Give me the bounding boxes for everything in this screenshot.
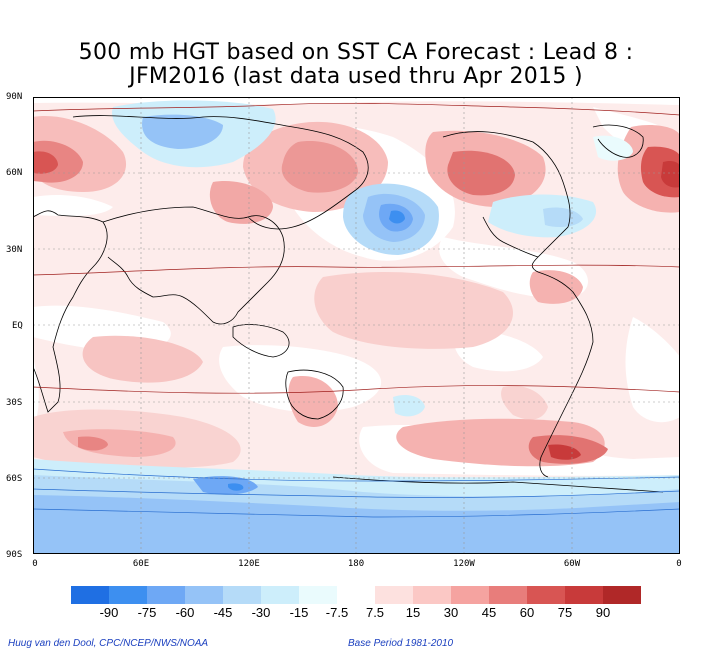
colorbar-swatch bbox=[375, 586, 414, 604]
coastlines bbox=[33, 115, 664, 493]
colorbar-label: 90 bbox=[595, 605, 611, 620]
lat-label-60s: 60S bbox=[6, 474, 23, 484]
colorbar-swatch bbox=[337, 586, 376, 604]
lat-label-90s: 90S bbox=[6, 550, 23, 560]
colorbar-label: 7.5 bbox=[365, 605, 385, 620]
lon-label-180: 180 bbox=[347, 559, 365, 569]
lon-label-60w: 60W bbox=[563, 559, 581, 569]
colorbar-label: -30 bbox=[251, 605, 271, 620]
lat-label-60n: 60N bbox=[6, 168, 23, 178]
colorbar-label: -45 bbox=[213, 605, 233, 620]
colorbar-label: -75 bbox=[137, 605, 157, 620]
anomaly-map bbox=[33, 97, 680, 554]
colorbar-swatch bbox=[109, 586, 148, 604]
graticule bbox=[33, 97, 680, 554]
colorbar-swatch bbox=[223, 586, 262, 604]
colorbar-swatch bbox=[565, 586, 604, 604]
colorbar-label: -7.5 bbox=[325, 605, 349, 620]
colorbar-label: 60 bbox=[519, 605, 535, 620]
lon-label-0-right: 0 bbox=[676, 559, 682, 569]
lat-label-eq: EQ bbox=[12, 321, 23, 331]
colorbar-swatch bbox=[299, 586, 338, 604]
lon-label-120e: 120E bbox=[238, 559, 260, 569]
colorbar-swatch bbox=[451, 586, 490, 604]
colorbar-swatch bbox=[527, 586, 566, 604]
colorbar-label: -90 bbox=[99, 605, 119, 620]
credit-author: Huug van den Dool, CPC/NCEP/NWS/NOAA bbox=[8, 638, 209, 649]
lat-label-30s: 30S bbox=[6, 398, 23, 408]
colorbar-swatch bbox=[185, 586, 224, 604]
colorbar-swatch bbox=[71, 586, 110, 604]
colorbar-swatch bbox=[489, 586, 528, 604]
colorbar-swatch bbox=[603, 586, 641, 604]
chart-title-line1: 500 mb HGT based on SST CA Forecast : Le… bbox=[78, 40, 634, 65]
colorbar-swatch bbox=[261, 586, 300, 604]
lon-label-0-left: 0 bbox=[32, 559, 38, 569]
colorbar-swatch bbox=[147, 586, 186, 604]
colorbar-label: 15 bbox=[405, 605, 421, 620]
colorbar bbox=[71, 586, 641, 604]
lon-label-60e: 60E bbox=[132, 559, 150, 569]
colorbar-label: 75 bbox=[557, 605, 573, 620]
colorbar-label: -60 bbox=[175, 605, 195, 620]
colorbar-label: -15 bbox=[289, 605, 309, 620]
lon-label-120w: 120W bbox=[453, 559, 475, 569]
colorbar-swatch bbox=[413, 586, 452, 604]
lat-label-90n: 90N bbox=[6, 92, 23, 102]
map-frame bbox=[33, 97, 680, 554]
colorbar-label: 30 bbox=[443, 605, 459, 620]
chart-title-line2: JFM2016 (last data used thru Apr 2015 ) bbox=[129, 64, 583, 89]
credit-base-period: Base Period 1981-2010 bbox=[348, 638, 454, 649]
colorbar-label: 45 bbox=[481, 605, 497, 620]
lat-label-30n: 30N bbox=[6, 245, 23, 255]
contours bbox=[33, 102, 680, 518]
